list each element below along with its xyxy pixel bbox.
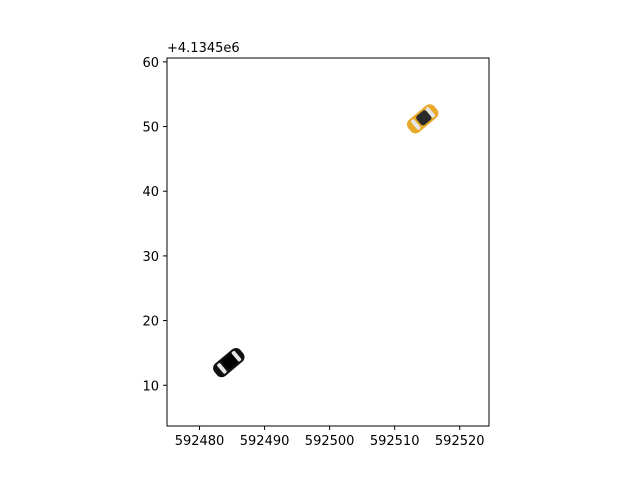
y-tick-label: 10 [142, 379, 159, 394]
car-marker-1 [406, 104, 439, 134]
x-tick-label: 592520 [435, 434, 485, 449]
car-rear-window [217, 363, 227, 374]
y-tick-label: 50 [142, 121, 159, 136]
x-axis: 592480 592490 592500 592510 592520 [175, 426, 485, 449]
x-tick-label: 592490 [240, 434, 290, 449]
x-tick-label: 592500 [305, 434, 355, 449]
y-tick-label: 60 [142, 56, 159, 71]
y-tick-label: 30 [142, 250, 159, 265]
car-cabin [222, 354, 238, 370]
y-axis: 10 20 30 40 50 60 [142, 56, 167, 394]
car-marker-0 [213, 348, 245, 378]
x-tick-label: 592480 [175, 434, 225, 449]
plot-area: 592480 592490 592500 592510 592520 10 20 30 40 5… [142, 41, 490, 449]
y-tick-label: 20 [142, 315, 159, 330]
car-windshield [231, 350, 242, 362]
y-tick-label: 40 [142, 185, 159, 200]
chart-marks [213, 104, 439, 378]
car-cabin [416, 110, 432, 126]
x-tick-label: 592510 [370, 434, 420, 449]
car-rear-window [410, 119, 421, 130]
y-axis-offset-label: +4.1345e6 [167, 41, 240, 56]
car-windshield [425, 107, 436, 118]
